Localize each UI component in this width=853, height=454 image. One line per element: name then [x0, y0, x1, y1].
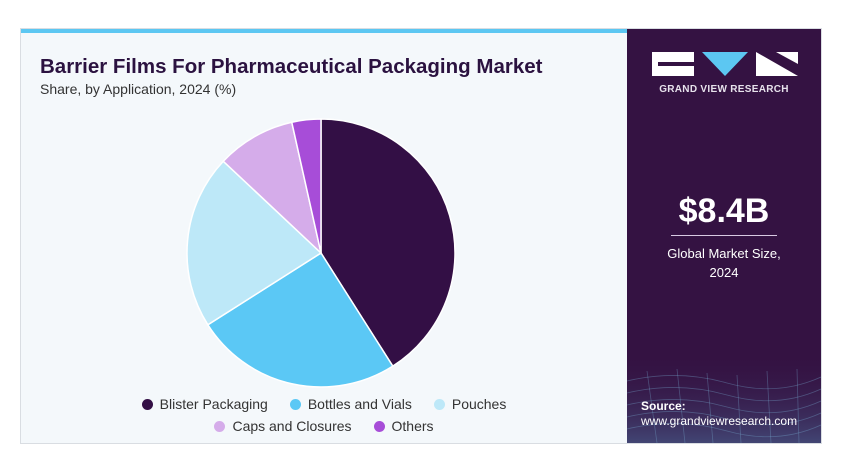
- grand-view-research-logo: [652, 52, 798, 76]
- chart-card: Barrier Films For Pharmaceutical Packagi…: [20, 28, 822, 444]
- pie-slice-pouches: [186, 160, 323, 326]
- legend-label: Others: [391, 418, 434, 434]
- legend-item-pouches: Pouches: [433, 396, 507, 412]
- legend-label: Bottles and Vials: [307, 396, 412, 412]
- legend-swatch: [289, 398, 301, 410]
- pie-chart: [186, 118, 456, 388]
- source-label: Source:: [641, 399, 686, 413]
- brand-name: GRAND VIEW RESEARCH: [659, 84, 789, 95]
- legend-item-blister-packaging: Blister Packaging: [141, 396, 268, 412]
- legend-item-others: Others: [373, 418, 434, 434]
- pie-slice-bottles-and-vials: [206, 251, 394, 388]
- accent-bar: [21, 29, 627, 33]
- pie-slices: [186, 118, 456, 388]
- legend-row: Caps and Closures Others: [21, 415, 627, 437]
- chart-panel: Barrier Films For Pharmaceutical Packagi…: [21, 33, 627, 443]
- market-size-value: $8.4B: [678, 192, 770, 230]
- legend-label: Pouches: [451, 396, 507, 412]
- legend-item-caps-and-closures: Caps and Closures: [214, 418, 352, 434]
- pie-slice-others: [290, 118, 322, 254]
- divider: [671, 235, 777, 236]
- legend-label: Caps and Closures: [232, 418, 352, 434]
- legend-label: Blister Packaging: [159, 396, 268, 412]
- legend-swatch: [373, 420, 385, 432]
- sidebar-panel: GRAND VIEW RESEARCH $8.4B Global Market …: [627, 29, 821, 443]
- legend-swatch: [214, 420, 226, 432]
- pie-slice-blister-packaging: [320, 118, 456, 368]
- source-link[interactable]: www.grandviewresearch.com: [641, 414, 798, 428]
- legend-swatch: [433, 398, 445, 410]
- legend-item-bottles-and-vials: Bottles and Vials: [289, 396, 412, 412]
- legend: Blister Packaging Bottles and Vials Pouc…: [21, 393, 627, 437]
- market-size-label-line: Global Market Size,: [667, 246, 781, 261]
- pie-slice-caps-and-closures: [222, 121, 323, 256]
- market-size-label: Global Market Size, 2024: [627, 244, 821, 282]
- chart-title: Barrier Films For Pharmaceutical Packagi…: [40, 55, 543, 78]
- chart-subtitle: Share, by Application, 2024 (%): [40, 81, 237, 97]
- wave-pattern: [627, 351, 821, 443]
- legend-row: Blister Packaging Bottles and Vials Pouc…: [21, 393, 627, 415]
- market-size-year: 2024: [709, 265, 739, 280]
- legend-swatch: [141, 398, 153, 410]
- source-note: Source: www.grandviewresearch.com: [641, 399, 797, 429]
